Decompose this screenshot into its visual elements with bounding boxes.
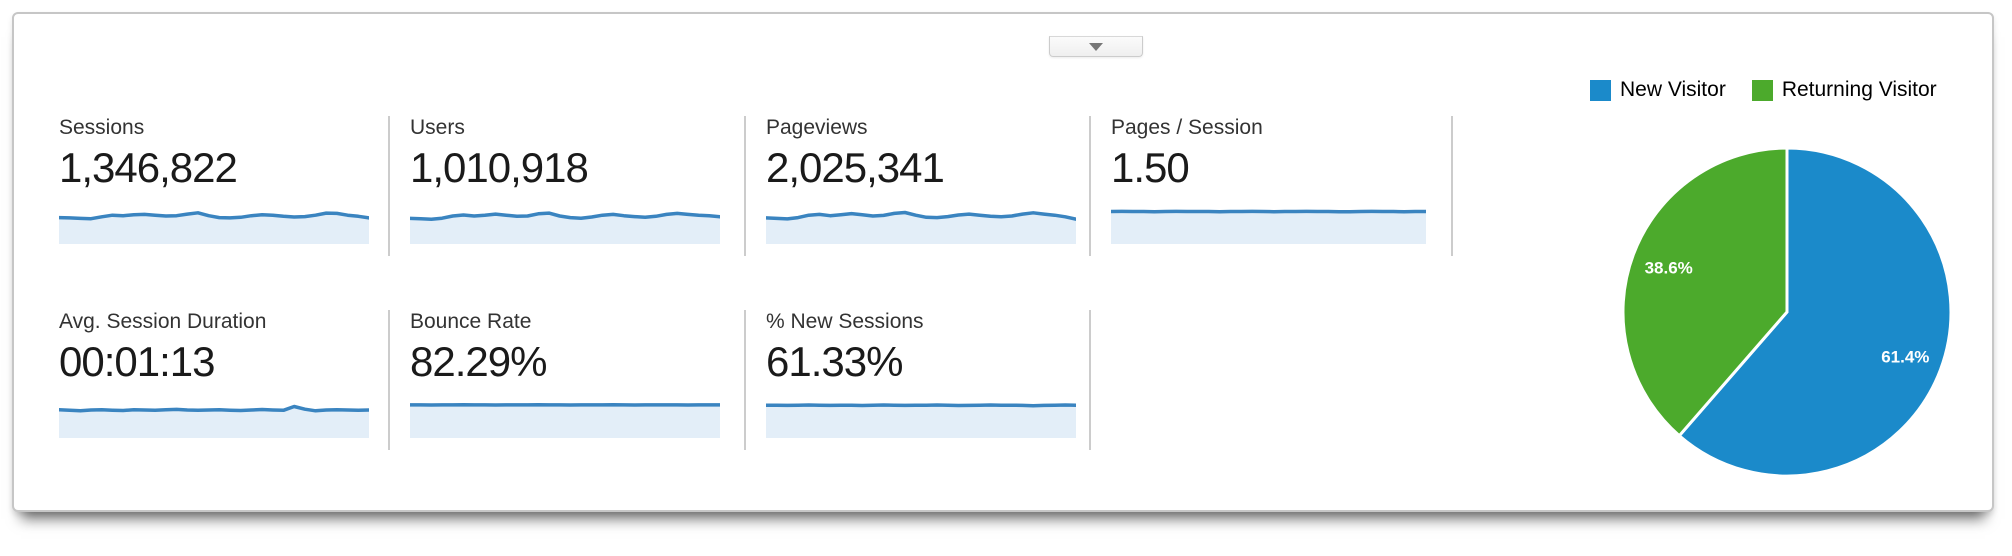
pie-slice[interactable] xyxy=(1677,146,1953,478)
metric-bounce-rate: Bounce Rate 82.29% xyxy=(390,310,746,450)
metric-value: 61.33% xyxy=(766,338,903,385)
returning-visitor-swatch-icon xyxy=(1751,79,1773,101)
metric-value: 1.50 xyxy=(1111,144,1190,191)
metric-pages-per-session: Pages / Session 1.50 xyxy=(1091,116,1453,256)
metric-avg-session-duration: Avg. Session Duration 00:01:13 xyxy=(59,310,390,450)
sparkline-line xyxy=(766,210,1076,221)
sparkline-line xyxy=(59,211,369,221)
metric-label: Sessions xyxy=(59,116,145,139)
sparkline-area xyxy=(59,212,369,244)
sparkline-chart xyxy=(59,211,369,244)
metrics-row-1: Sessions 1,346,822 Users 1,010,918 Pagev… xyxy=(59,116,1453,256)
collapse-panel-button[interactable] xyxy=(1049,36,1143,57)
legend-item-new-visitor: New Visitor xyxy=(1590,78,1726,102)
overview-panel: Sessions 1,346,822 Users 1,010,918 Pagev… xyxy=(12,12,1994,512)
metric-label: Pages / Session xyxy=(1111,116,1263,139)
legend-label: Returning Visitor xyxy=(1781,78,1937,101)
sparkline-chart xyxy=(766,403,1076,438)
metric-value: 2,025,341 xyxy=(766,144,945,191)
sparkline-line xyxy=(766,403,1076,408)
metric-pct-new-sessions: % New Sessions 61.33% xyxy=(746,310,1091,450)
metric-value: 00:01:13 xyxy=(59,338,216,385)
sparkline-chart xyxy=(766,210,1076,244)
metric-label: Users xyxy=(410,116,465,139)
sparkline-area xyxy=(1111,211,1426,244)
visitor-segment-panel: New Visitor Returning Visitor 61.4% 38.6% xyxy=(1574,64,1974,494)
pie-slice[interactable] xyxy=(1621,146,1789,438)
pie-label: 61.4% xyxy=(1881,347,1929,366)
sparkline-chart xyxy=(410,402,720,438)
sparkline-area xyxy=(766,405,1076,438)
sparkline-chart xyxy=(59,404,369,438)
sparkline-area xyxy=(59,406,369,438)
pie-label: 38.6% xyxy=(1645,259,1693,278)
sparkline-area xyxy=(410,404,720,438)
pie-legend: New Visitor Returning Visitor xyxy=(1590,78,1937,102)
sparkline-chart xyxy=(410,211,720,244)
sparkline-line xyxy=(410,211,720,221)
metric-value: 1,010,918 xyxy=(410,144,589,191)
sparkline-chart xyxy=(1111,209,1426,244)
metric-users: Users 1,010,918 xyxy=(390,116,746,256)
metric-value: 1,346,822 xyxy=(59,144,238,191)
metric-label: % New Sessions xyxy=(766,310,924,333)
sparkline-area xyxy=(766,212,1076,244)
metric-label: Pageviews xyxy=(766,116,868,139)
caret-down-icon xyxy=(1089,42,1103,51)
legend-label: New Visitor xyxy=(1620,78,1726,101)
metric-value: 82.29% xyxy=(410,338,547,385)
metrics-row-2: Avg. Session Duration 00:01:13 Bounce Ra… xyxy=(59,310,1091,450)
legend-item-returning-visitor: Returning Visitor xyxy=(1751,78,1937,102)
new-visitor-swatch-icon xyxy=(1590,79,1611,101)
visitor-pie-chart[interactable]: 61.4% 38.6% xyxy=(1619,144,1955,485)
sparkline-area xyxy=(410,213,720,244)
metric-label: Bounce Rate xyxy=(410,310,532,333)
sparkline-line xyxy=(59,404,369,413)
metric-label: Avg. Session Duration xyxy=(59,310,267,333)
metric-sessions: Sessions 1,346,822 xyxy=(59,116,390,256)
metric-pageviews: Pageviews 2,025,341 xyxy=(746,116,1091,256)
